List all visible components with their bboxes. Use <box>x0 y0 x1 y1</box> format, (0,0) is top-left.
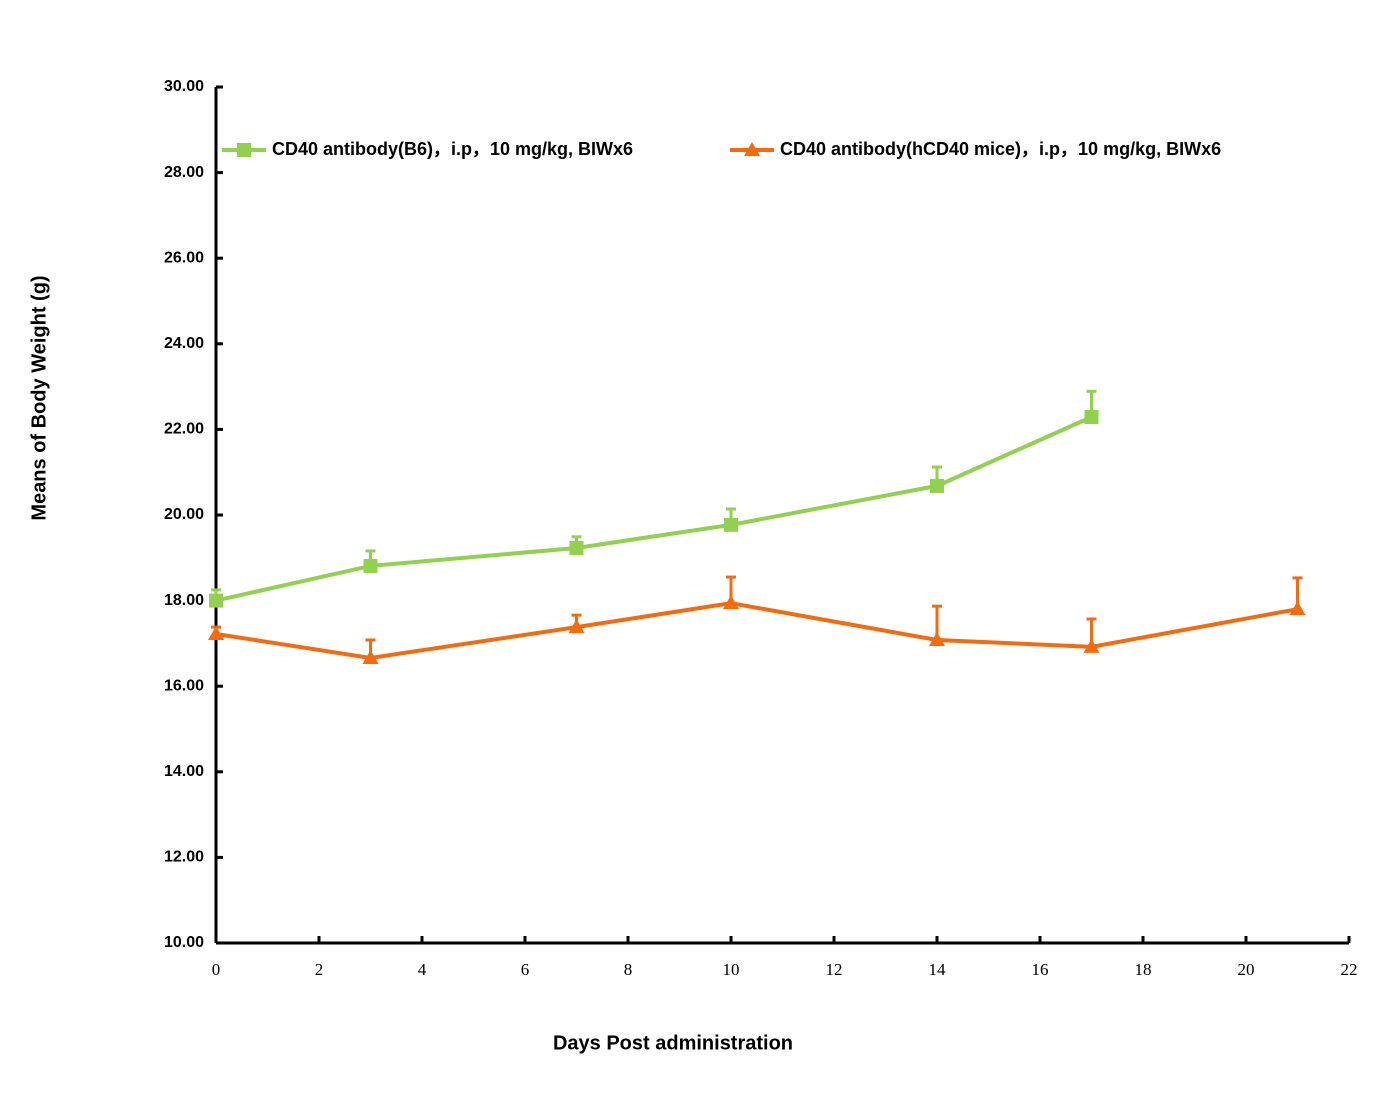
y-tick-label: 26.00 <box>164 249 204 266</box>
y-tick-label: 20.00 <box>164 506 204 523</box>
x-tick-label: 10 <box>723 960 740 979</box>
data-point <box>362 649 379 664</box>
x-tick-label: 6 <box>521 960 530 979</box>
data-point <box>1084 409 1099 424</box>
x-tick-label: 20 <box>1238 960 1255 979</box>
legend-label: CD40 antibody(B6)，i.p，10 mg/kg, BIWx6 <box>272 139 633 159</box>
y-tick-label: 10.00 <box>164 934 204 951</box>
x-tick-label: 2 <box>315 960 324 979</box>
x-tick-label: 16 <box>1032 960 1049 979</box>
x-tick-label: 22 <box>1341 960 1358 979</box>
x-tick-label: 8 <box>624 960 633 979</box>
x-axis-title: Days Post administration <box>553 1032 793 1054</box>
data-point <box>1083 638 1100 653</box>
x-tick-label: 14 <box>929 960 947 979</box>
y-tick-label: 30.00 <box>164 78 204 95</box>
x-tick-label: 4 <box>418 960 427 979</box>
y-tick-label: 18.00 <box>164 592 204 609</box>
y-tick-label: 12.00 <box>164 849 204 866</box>
y-tick-label: 16.00 <box>164 677 204 694</box>
legend-marker <box>237 143 251 157</box>
data-point <box>723 595 739 610</box>
data-point <box>930 478 944 493</box>
x-tick-label: 0 <box>212 960 221 979</box>
x-tick-label: 12 <box>826 960 843 979</box>
legend-marker <box>744 142 760 156</box>
series-line <box>215 415 1093 603</box>
y-tick-label: 14.00 <box>164 763 204 780</box>
series-line <box>215 601 1298 660</box>
data-point <box>208 625 224 640</box>
y-tick-label: 28.00 <box>164 164 204 181</box>
data-point <box>929 631 945 646</box>
data-point <box>569 540 584 555</box>
data-point <box>363 558 378 573</box>
data-point <box>724 517 738 532</box>
y-tick-label: 24.00 <box>164 335 204 352</box>
data-point <box>209 593 223 608</box>
data-point <box>568 619 585 634</box>
x-tick-label: 18 <box>1135 960 1152 979</box>
y-axis-title: Means of Body Weight (g) <box>28 275 50 520</box>
legend-label: CD40 antibody(hCD40 mice)，i.p，10 mg/kg, … <box>780 139 1221 159</box>
data-point <box>1289 601 1306 616</box>
y-tick-label: 22.00 <box>164 421 204 438</box>
